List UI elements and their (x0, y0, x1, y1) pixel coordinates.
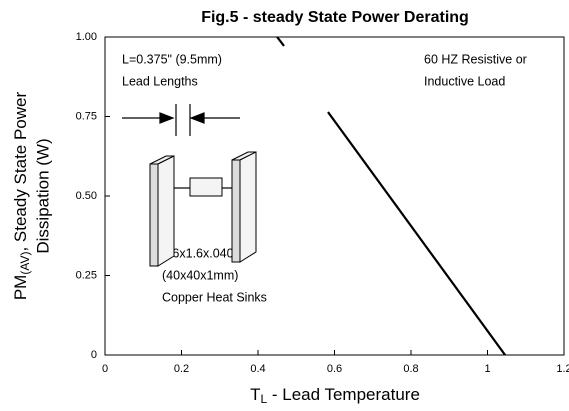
x-tick-label: 0.8 (403, 363, 418, 375)
component-body (190, 178, 222, 196)
chart-title: Fig.5 - steady State Power Derating (201, 9, 469, 26)
x-tick-label: 0 (102, 363, 108, 375)
y-tick-label: 0.75 (76, 110, 97, 122)
annotation: Inductive Load (424, 74, 505, 88)
y-label-main: PM (11, 275, 30, 301)
x-tick-label: 1.2 (556, 363, 569, 375)
heat-sink (232, 160, 240, 262)
x-tick-label: 0.4 (250, 363, 265, 375)
heat-sink (240, 152, 256, 262)
page: Fig.5 - steady State Power Derating PM(A… (0, 0, 569, 411)
y-label-line2: Dissipation (W) (33, 138, 52, 253)
y-label-sub: (AV) (18, 252, 32, 275)
annotation: 60 HZ Resistive or (424, 52, 527, 66)
heat-sink (158, 156, 174, 266)
y-tick-label: 0.25 (76, 269, 97, 281)
x-label-main: T (250, 385, 260, 404)
lead-diagram (122, 104, 256, 266)
y-tick-label: 1.00 (76, 31, 97, 43)
annotation: (40x40x1mm) (162, 268, 238, 282)
y-label-line1: PM(AV), Steady State Power (11, 92, 32, 301)
y-axis-label: PM(AV), Steady State Power Dissipation (… (11, 92, 52, 301)
arrow-head (160, 113, 173, 123)
y-tick-label: 0.50 (76, 190, 97, 202)
x-label-rest: - Lead Temperature (267, 385, 420, 404)
annotation: L=0.375" (9.5mm) (122, 52, 222, 66)
chart: Fig.5 - steady State Power Derating PM(A… (0, 0, 569, 411)
y-label-rest: , Steady State Power (11, 92, 30, 252)
heat-sink (150, 164, 158, 266)
x-tick-label: 0.2 (174, 363, 189, 375)
data-line (277, 37, 284, 46)
data-line (328, 112, 505, 355)
annotation: Copper Heat Sinks (162, 290, 267, 304)
x-tick-label: 1 (484, 363, 490, 375)
x-tick-label: 0.6 (327, 363, 342, 375)
annotation: Lead Lengths (122, 74, 198, 88)
x-axis-label: TL - Lead Temperature (250, 385, 420, 406)
y-tick-label: 0 (91, 349, 97, 361)
arrow-head (191, 113, 204, 123)
